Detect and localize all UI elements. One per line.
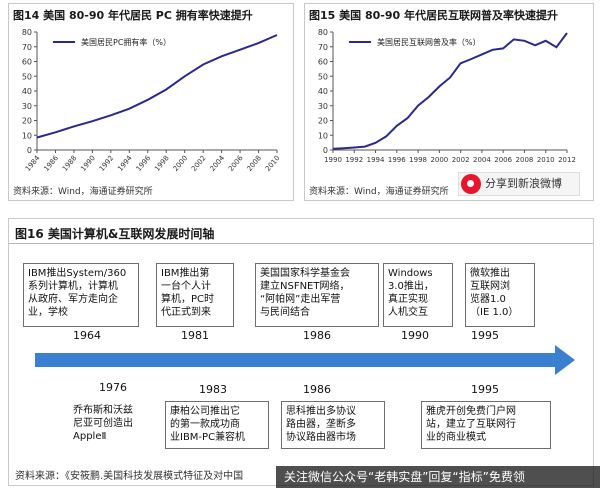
event-1995-bottom-box: 雅虎开创免费门户网 站，建立了互联网行 业的商业模式 xyxy=(421,401,551,449)
figure-15-panel: 图15 美国 80-90 年代居民互联网普及率快速提升 0 10 20 30 40 50 6… xyxy=(304,3,594,201)
wechat-footer-banner: 关注微信公众号“老韩实盘”回复“指标”免费领 xyxy=(276,466,600,488)
fig15-y-tick-label: 20 xyxy=(318,117,328,126)
event-1986-top-box: 美国国家科学基金会 建立NSFNET网络， “阿帕网”走出军营 与民间结合 xyxy=(255,263,379,327)
event-1995-top-year: 1995 xyxy=(471,329,499,342)
event-1976-year: 1976 xyxy=(99,381,127,394)
figure-16-source: 资料来源：《安筱鹏.美国科技发展模式特征及对中国 xyxy=(15,471,244,482)
figure-14-title: 图14 美国 80-90 年代居民 PC 拥有率快速提升 xyxy=(13,9,253,22)
weibo-share-button[interactable]: 分享到新浪微博 xyxy=(458,172,580,196)
fig15-y-tick-label: 50 xyxy=(318,72,328,81)
fig14-x-tick-label: 2004 xyxy=(209,154,227,173)
fig15-y-tick-label: 30 xyxy=(318,102,328,111)
event-1983-box: 康柏公司推出它 的第一款成功商 业IBM-PC兼容机 xyxy=(165,401,269,449)
fig15-x-tick-label: 2010 xyxy=(537,156,555,164)
figure-14-source: 资料来源：Wind，海通证券研究所 xyxy=(13,187,153,197)
event-1986-bottom-box: 思科推出多协议 路由器，垄断多 协议路由器市场 xyxy=(281,401,385,449)
weibo-share-label: 分享到新浪微博 xyxy=(485,177,562,190)
fig14-x-tick-label: 1988 xyxy=(61,154,79,173)
fig14-x-tick-label: 1990 xyxy=(79,154,97,173)
fig15-y-tick-label: 60 xyxy=(318,58,328,67)
event-1986-top-year: 1986 xyxy=(303,329,331,342)
fig14-x-tick-label: 2000 xyxy=(172,154,190,173)
event-1983-year: 1983 xyxy=(199,383,227,396)
figure-14-panel: 图14 美国 80-90 年代居民 PC 拥有率快速提升 0 10 20 30 40 50… xyxy=(8,3,294,201)
fig14-y-tick-label: 80 xyxy=(22,28,32,37)
fig14-x-tick-label: 1996 xyxy=(135,154,153,173)
event-1995-bottom-year: 1995 xyxy=(471,383,499,396)
figure-16-panel: 图16 美国计算机&互联网发展时间轴 IBM推出System/360 系列计算机… xyxy=(8,218,594,486)
event-1964-box: IBM推出System/360 系列计算机，计算机 从政府、军方走向企 业，学校 xyxy=(23,263,139,327)
fig14-y-tick-label: 0 xyxy=(27,146,32,155)
event-1981-year: 1981 xyxy=(181,329,209,342)
event-1995-top-box: 微软推出 互联网浏 览器1.0 （IE 1.0） xyxy=(465,263,535,327)
fig14-y-tick-label: 30 xyxy=(22,102,32,111)
fig15-y-tick-label: 80 xyxy=(318,28,328,37)
fig14-x-tick-label: 1998 xyxy=(153,154,171,173)
fig15-x-tick-label: 1998 xyxy=(409,156,427,164)
fig15-legend-label: 美国居民互联网普及率（%） xyxy=(377,37,481,47)
fig15-y-tick-label: 10 xyxy=(318,131,328,140)
fig15-x-tick-label: 1992 xyxy=(345,156,363,164)
fig15-y-tick-label: 0 xyxy=(323,146,328,155)
fig14-y-tick-label: 20 xyxy=(22,117,32,126)
fig14-y-tick-label: 60 xyxy=(22,58,32,67)
event-1976-box: 乔布斯和沃兹 尼亚可创造出 AppleⅡ xyxy=(69,401,153,449)
fig14-series-line xyxy=(36,34,278,139)
fig14-x-tick-label: 1994 xyxy=(116,154,134,173)
figure-15-title: 图15 美国 80-90 年代居民互联网普及率快速提升 xyxy=(309,9,558,22)
weibo-icon xyxy=(461,174,481,194)
fig15-x-tick-label: 2012 xyxy=(558,156,576,164)
fig14-x-tick-label: 1984 xyxy=(24,154,42,173)
fig15-x-tick-label: 2002 xyxy=(452,156,470,164)
fig15-x-tick-label: 2006 xyxy=(494,156,512,164)
timeline-arrow xyxy=(35,345,575,375)
fig14-x-tick-label: 2006 xyxy=(227,154,245,173)
fig14-y-tick-label: 70 xyxy=(22,43,32,52)
fig14-x-tick-label: 1986 xyxy=(42,154,60,173)
fig15-x-tick-label: 1996 xyxy=(388,156,406,164)
fig14-x-tick-label: 2002 xyxy=(190,154,208,173)
fig14-y-tick-label: 40 xyxy=(22,87,32,96)
fig15-x-tick-label: 2000 xyxy=(430,156,448,164)
figure-16-title-rule xyxy=(9,243,593,244)
fig14-x-tick-label: 2008 xyxy=(245,154,263,173)
fig14-legend-label: 美国居民PC拥有率（%） xyxy=(81,37,171,47)
fig14-y-tick-label: 50 xyxy=(22,72,32,81)
fig14-y-tick-label: 10 xyxy=(22,131,32,140)
fig14-x-tick-label: 1992 xyxy=(98,154,116,173)
fig15-x-tick-label: 2008 xyxy=(516,156,534,164)
event-1990-year: 1990 xyxy=(401,329,429,342)
fig15-x-tick-label: 1994 xyxy=(367,156,385,164)
fig15-y-tick-label: 70 xyxy=(318,43,328,52)
event-1990-box: Windows 3.0推出， 真正实现 人机交互 xyxy=(383,263,453,327)
fig15-y-tick-label: 40 xyxy=(318,87,328,96)
fig15-x-tick-label: 1990 xyxy=(324,156,342,164)
figure-16-title: 图16 美国计算机&互联网发展时间轴 xyxy=(15,227,215,241)
fig14-x-tick-label: 2010 xyxy=(264,154,282,173)
fig15-x-tick-label: 2004 xyxy=(473,156,491,164)
event-1981-box: IBM推出第 一台个人计 算机，PC时 代正式到来 xyxy=(156,263,234,327)
event-1964-year: 1964 xyxy=(73,329,101,342)
event-1986-bottom-year: 1986 xyxy=(303,383,331,396)
fig15-series-line xyxy=(332,32,568,150)
figure-15-source: 资料来源：Wind，海通证券研究所 xyxy=(309,187,449,197)
